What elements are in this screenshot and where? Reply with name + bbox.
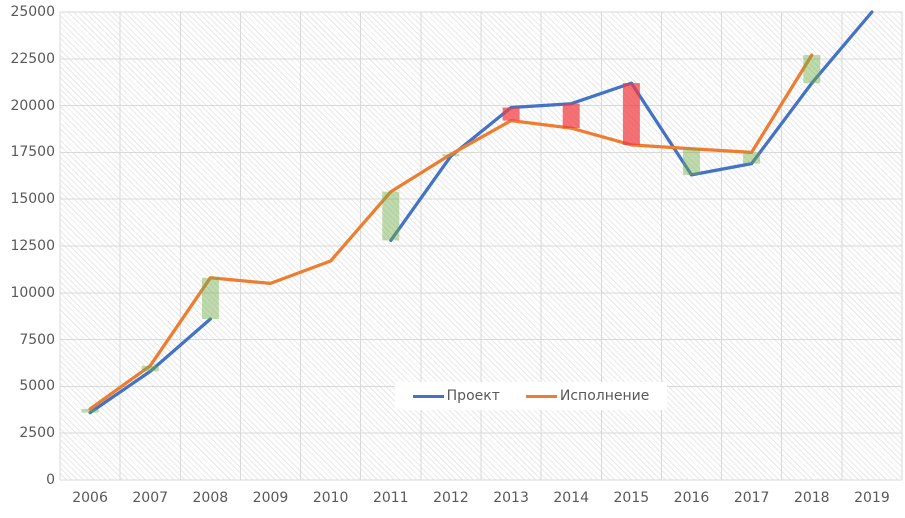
x-axis-label: 2009: [252, 490, 289, 506]
up-bar-2016[interactable]: [683, 148, 700, 175]
y-axis-label: 25000: [10, 4, 55, 20]
x-axis-label: 2016: [673, 490, 710, 506]
legend-item-proekt[interactable]: Проект: [412, 388, 500, 404]
x-axis-label: 2007: [132, 490, 169, 506]
legend-line-sample-proekt: [412, 394, 444, 398]
x-axis-label: 2011: [372, 490, 409, 506]
y-axis-label: 5000: [19, 378, 55, 395]
down-bar-2015[interactable]: [622, 83, 640, 145]
y-axis-label: 17500: [10, 144, 55, 161]
y-axis-label: 15000: [10, 191, 55, 208]
x-axis-label: 2006: [72, 490, 108, 506]
legend-label-ispolnenie: Исполнение: [559, 388, 650, 404]
y-axis-label: 2500: [19, 425, 55, 442]
y-axis-label: 22500: [10, 50, 55, 67]
x-axis-label: 2012: [433, 490, 469, 506]
x-axis-label: 2014: [553, 490, 590, 506]
legend: Проект Исполнение: [395, 382, 667, 410]
x-axis-label: 2013: [493, 490, 529, 506]
x-axis-label: 2017: [733, 490, 770, 506]
x-axis-label: 2008: [192, 490, 229, 506]
up-bar-2018[interactable]: [803, 55, 821, 84]
y-axis-label: 20000: [10, 97, 55, 114]
up-bar-2007[interactable]: [141, 365, 159, 372]
x-axis-label: 2010: [312, 490, 349, 506]
up-bar-2011[interactable]: [382, 191, 400, 241]
up-bar-2008[interactable]: [201, 277, 219, 319]
y-axis-label: 12500: [10, 238, 55, 254]
legend-item-ispolnenie[interactable]: Исполнение: [525, 388, 650, 404]
legend-label-proekt: Проект: [446, 388, 500, 404]
x-axis-label: 2019: [854, 490, 890, 506]
x-axis-label: 2018: [793, 490, 830, 506]
up-bar-2017[interactable]: [743, 152, 761, 164]
legend-line-sample-ispolnenie: [525, 394, 557, 398]
up-bar-2012[interactable]: [442, 154, 460, 157]
y-axis-label: 0: [46, 472, 55, 488]
up-bar-2006[interactable]: [81, 408, 99, 413]
y-axis-label: 10000: [10, 284, 55, 301]
down-bar-2014[interactable]: [562, 103, 580, 128]
y-axis-label: 7500: [19, 331, 55, 348]
down-bar-2013[interactable]: [502, 107, 520, 121]
series-line-ispolnenie[interactable]: [88, 53, 814, 411]
x-axis-label: 2015: [613, 490, 650, 506]
